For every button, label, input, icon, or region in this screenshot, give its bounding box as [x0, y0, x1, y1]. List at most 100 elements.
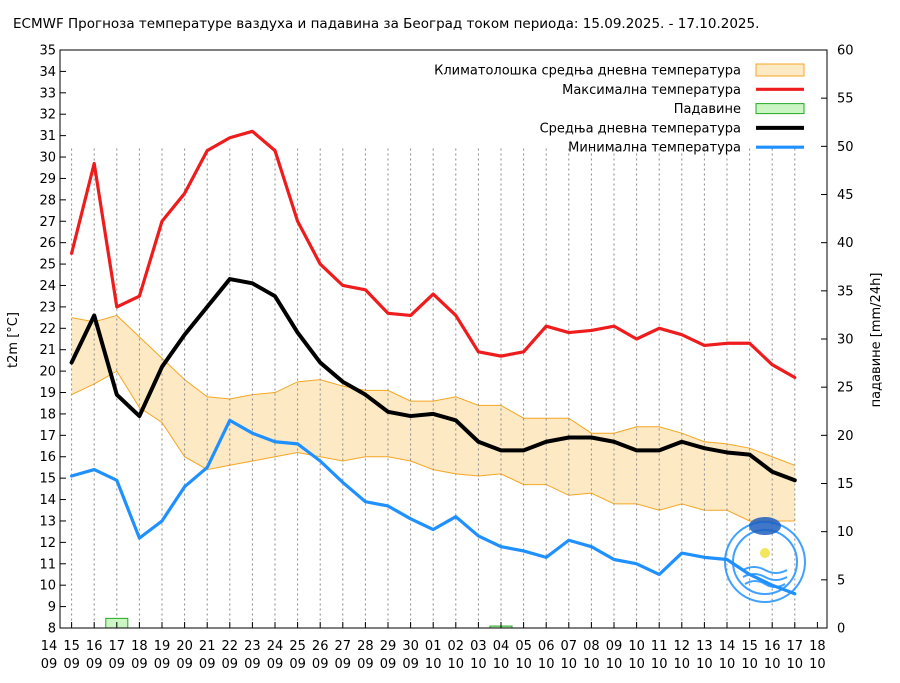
- y-left-tick-label: 18: [39, 407, 56, 422]
- x-tick-month: 09: [244, 657, 261, 672]
- x-tick-month: 09: [86, 657, 103, 672]
- x-tick-day: 19: [154, 639, 171, 654]
- series-line: [69, 129, 797, 380]
- chart-title: ECMWF Прогноза температуре ваздуха и пад…: [13, 16, 759, 32]
- precipitation-bars: [105, 617, 513, 629]
- y-left-tick-label: 13: [39, 514, 56, 529]
- x-tick-month: 10: [493, 657, 510, 672]
- x-tick-day: 28: [357, 639, 374, 654]
- x-tick-day: 18: [131, 639, 148, 654]
- x-tick-month: 10: [583, 657, 600, 672]
- x-tick-day: 04: [493, 639, 510, 654]
- x-tick-month: 10: [515, 657, 532, 672]
- rhmz-logo: [724, 517, 806, 603]
- legend-swatch-band: [755, 63, 805, 77]
- series-line: [69, 418, 797, 596]
- x-tick-day: 23: [244, 639, 261, 654]
- x-tick-month: 09: [176, 657, 193, 672]
- y-left-tick-label: 23: [39, 300, 56, 315]
- x-tick-month: 09: [267, 657, 284, 672]
- legend: Климатолошка средња дневна температура Ма…: [434, 63, 805, 156]
- legend-label: Максимална температура: [562, 83, 741, 98]
- y-left-tick-label: 35: [39, 44, 56, 59]
- y-left-tick-label: 25: [39, 258, 56, 273]
- x-tick-day: 27: [335, 639, 352, 654]
- y-left-tick-label: 22: [39, 322, 56, 337]
- x-tick-day: 17: [109, 639, 126, 654]
- x-tick-month: 09: [380, 657, 397, 672]
- x-tick-month: 10: [561, 657, 578, 672]
- y-right-tick-label: 60: [837, 44, 854, 59]
- y-axis-left-label: t2m [°C]: [6, 312, 21, 368]
- x-tick-month: 09: [63, 657, 80, 672]
- legend-label: Средња дневна температура: [540, 121, 741, 136]
- x-tick-month: 10: [674, 657, 691, 672]
- y-left-tick-label: 28: [39, 193, 56, 208]
- x-tick-day: 25: [289, 639, 306, 654]
- x-tick-day: 15: [63, 639, 80, 654]
- x-tick-day: 07: [561, 639, 578, 654]
- x-tick-day: 24: [267, 639, 284, 654]
- x-tick-day: 20: [176, 639, 193, 654]
- x-tick-day: 10: [628, 639, 645, 654]
- y-left-tick-label: 29: [39, 172, 56, 187]
- y-right-tick-label: 35: [837, 284, 854, 299]
- y-left-tick-label: 33: [39, 86, 56, 101]
- legend-label: Климатолошка средња дневна температура: [434, 64, 741, 79]
- x-tick-day: 05: [515, 639, 532, 654]
- x-tick-day: 22: [222, 639, 239, 654]
- y-left-tick-label: 34: [39, 65, 56, 80]
- x-tick-day: 14: [719, 639, 736, 654]
- legend-label: Падавине: [674, 102, 741, 117]
- x-tick-day: 29: [380, 639, 397, 654]
- x-tick-month: 09: [357, 657, 374, 672]
- y-left-tick-label: 10: [39, 579, 56, 594]
- x-tick-day: 01: [425, 639, 442, 654]
- x-axis: 14 09 15 09 16 09 17 09 18 09 19 09 20 09 21 09 22 09 23 09…: [41, 622, 826, 672]
- x-tick-day: 14: [41, 639, 58, 654]
- y-left-tick-label: 27: [39, 215, 56, 230]
- y-axis-right: 0 5 10 15 20 25 30 35 40 45 50 55 60: [821, 44, 854, 637]
- y-left-tick-label: 16: [39, 450, 56, 465]
- x-tick-month: 10: [538, 657, 555, 672]
- legend-label: Минимална температура: [568, 141, 741, 156]
- y-right-tick-label: 20: [837, 429, 854, 444]
- y-left-tick-label: 8: [48, 622, 56, 637]
- y-left-tick-label: 32: [39, 108, 56, 123]
- x-tick-month: 09: [154, 657, 171, 672]
- x-tick-month: 10: [448, 657, 465, 672]
- y-right-tick-label: 10: [837, 525, 854, 540]
- x-tick-day: 03: [470, 639, 487, 654]
- y-left-tick-label: 17: [39, 429, 56, 444]
- x-tick-day: 18: [809, 639, 826, 654]
- y-left-tick-label: 20: [39, 365, 56, 380]
- x-tick-day: 16: [86, 639, 103, 654]
- x-tick-month: 10: [606, 657, 623, 672]
- y-axis-left: 8 9 10 11 12 13 14 15 16 17 18 19 20 21 22 23 24 25 26 27 28…: [39, 44, 66, 637]
- x-tick-month: 09: [289, 657, 306, 672]
- y-left-tick-label: 31: [39, 129, 56, 144]
- y-left-tick-label: 21: [39, 343, 56, 358]
- x-tick-day: 06: [538, 639, 555, 654]
- x-tick-month: 10: [696, 657, 713, 672]
- legend-swatch-precip: [755, 103, 805, 115]
- x-tick-day: 21: [199, 639, 216, 654]
- x-tick-day: 08: [583, 639, 600, 654]
- y-right-tick-label: 40: [837, 236, 854, 251]
- x-tick-month: 09: [109, 657, 126, 672]
- x-tick-month: 09: [312, 657, 329, 672]
- x-tick-day: 12: [674, 639, 691, 654]
- y-left-tick-label: 24: [39, 279, 56, 294]
- y-right-tick-label: 45: [837, 188, 854, 203]
- x-tick-month: 09: [335, 657, 352, 672]
- x-tick-month: 10: [651, 657, 668, 672]
- x-tick-day: 16: [764, 639, 781, 654]
- x-tick-month: 10: [787, 657, 804, 672]
- x-tick-month: 10: [809, 657, 826, 672]
- y-right-tick-label: 25: [837, 381, 854, 396]
- climatology-band-upper: [71, 314, 795, 466]
- y-left-tick-label: 11: [39, 557, 56, 572]
- y-right-tick-label: 15: [837, 477, 854, 492]
- x-tick-month: 10: [470, 657, 487, 672]
